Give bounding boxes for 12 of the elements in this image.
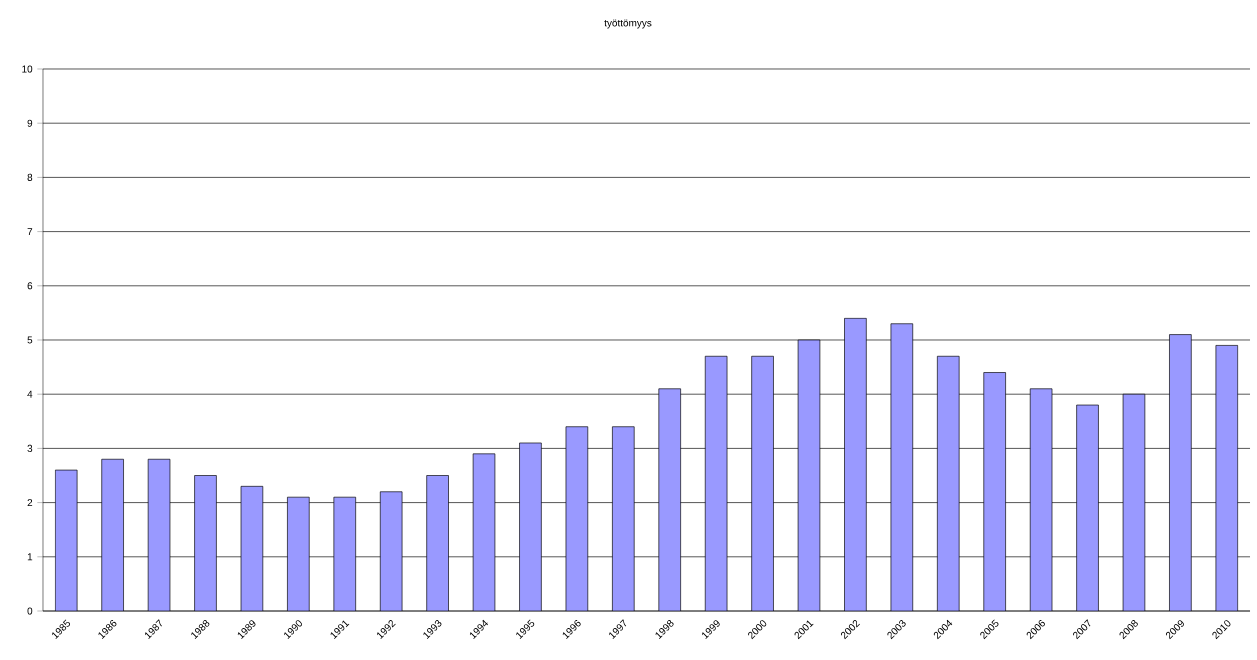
y-tick-label: 0 — [27, 607, 33, 615]
y-tick-label: 7 — [27, 228, 33, 236]
y-tick-label: 1 — [27, 553, 33, 561]
y-tick-label: 3 — [27, 444, 33, 452]
chart-title: työttömyys — [604, 19, 652, 29]
y-tick-label: 4 — [27, 390, 33, 398]
y-tick-label: 5 — [27, 336, 33, 344]
y-tick-label: 2 — [27, 499, 33, 507]
y-tick-label: 6 — [27, 282, 33, 290]
y-tick-label: 9 — [27, 119, 33, 127]
y-tick-label: 10 — [22, 65, 33, 73]
y-tick-label: 8 — [27, 173, 33, 181]
